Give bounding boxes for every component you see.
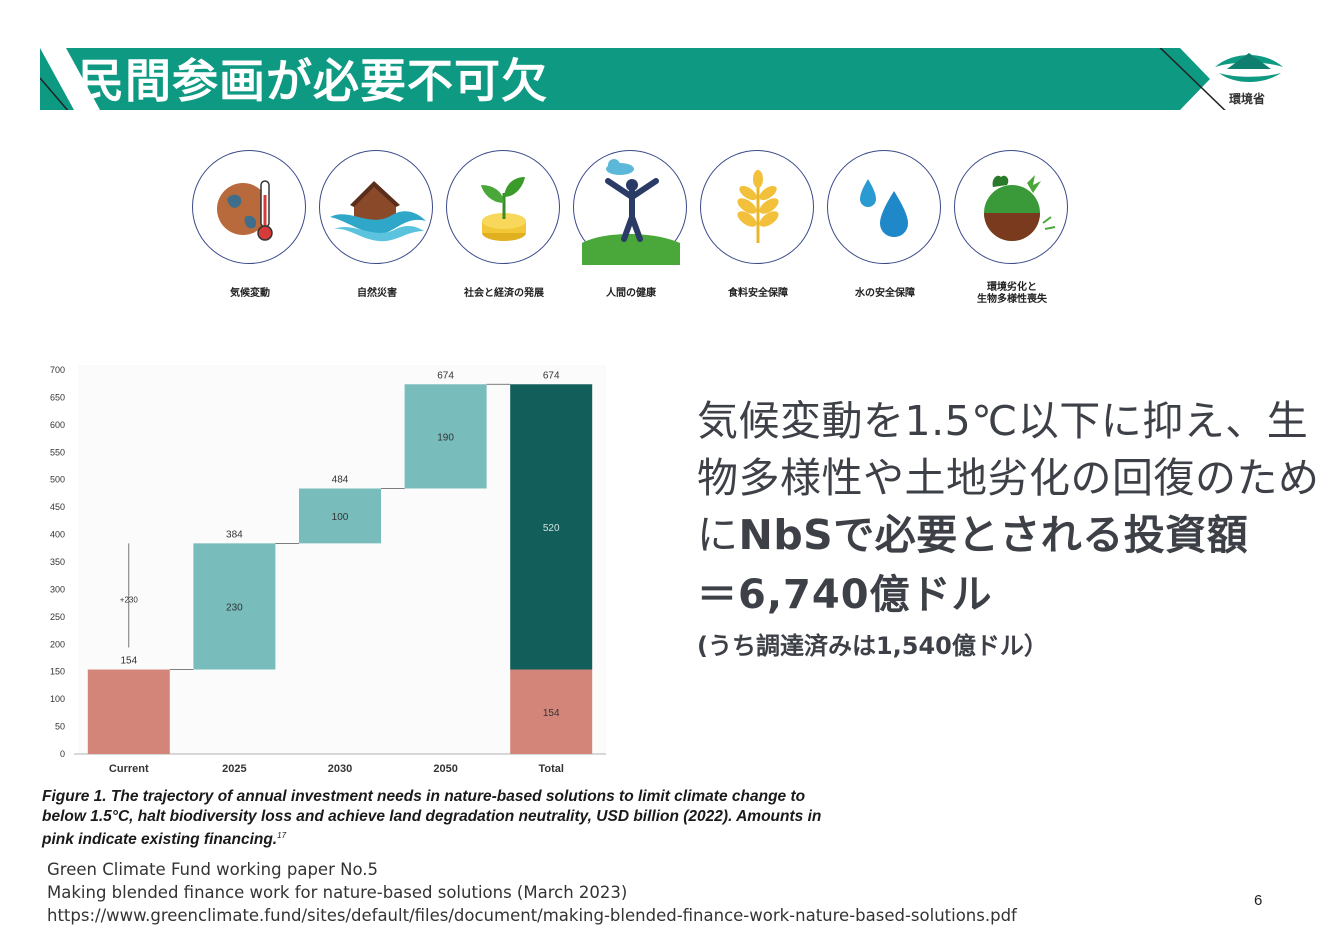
ministry-logo-icon	[1215, 53, 1283, 82]
title-bar	[40, 48, 1240, 110]
x-tick-label: 2030	[328, 763, 352, 775]
caption-ref: 17	[277, 831, 287, 840]
y-tick-label: 100	[50, 694, 65, 704]
y-tick-label: 300	[50, 584, 65, 594]
icon-item-health: 人間の健康	[571, 148, 691, 318]
icon-item-food: 食料安全保障	[698, 148, 818, 318]
investment-waterfall-chart: 0 50 100 150 200 250 300 350 400 450 500 550 600 650 7…	[40, 355, 610, 785]
icon-item-disaster: 自然災害	[317, 148, 437, 318]
investment-amount: ＝6,740億ドル	[697, 572, 993, 618]
icon-item-climate: 気候変動	[190, 148, 310, 318]
title-bar-shape	[40, 48, 1226, 110]
y-tick-label: 0	[60, 749, 65, 759]
bar-top-label: 384	[226, 529, 243, 540]
icon-label: 環境劣化と 生物多様性喪失	[977, 282, 1047, 305]
person-cloud-icon	[582, 159, 680, 265]
icon-label: 気候変動	[230, 288, 270, 299]
icon-label: 自然災害	[357, 288, 397, 299]
y-tick-label: 150	[50, 667, 65, 677]
bar-value-label: 100	[332, 512, 349, 523]
y-tick-label: 450	[50, 502, 65, 512]
source-url[interactable]: https://www.greenclimate.fund/sites/defa…	[47, 906, 1017, 925]
message-prefix: に	[697, 511, 739, 559]
source-citation: Green Climate Fund working paper No.5 Ma…	[47, 858, 1017, 927]
x-tick-label: Total	[538, 763, 563, 775]
message-line-1: 気候変動を1.5℃以下に抑え、生	[697, 397, 1309, 445]
house-flood-icon	[330, 181, 426, 242]
y-tick-label: 700	[50, 365, 65, 375]
total-existing-bar	[510, 669, 593, 754]
bar-value-label: 230	[226, 602, 243, 613]
ministry-logo	[1205, 45, 1295, 111]
y-tick-label: 500	[50, 475, 65, 485]
total-additional-bar	[510, 384, 593, 670]
source-line-2: Making blended finance work for nature-b…	[47, 883, 628, 902]
icon-item-economy: 社会と経済の発展	[444, 148, 564, 318]
message-line-2: 物多様性や土地劣化の回復のため	[697, 454, 1320, 502]
bar-value-label: 154	[543, 708, 560, 719]
x-tick-label: 2025	[222, 763, 246, 775]
icon-label: 水の安全保障	[855, 288, 915, 299]
caption-text: Figure 1. The trajectory of annual inves…	[42, 788, 822, 849]
source-line-1: Green Climate Fund working paper No.5	[47, 860, 378, 879]
chart-svg: 0 50 100 150 200 250 300 350 400 450 500 550 600 650 7…	[50, 365, 606, 775]
annotation-label: +230	[120, 595, 139, 604]
waterfall-bar	[299, 488, 381, 544]
globe-thermometer-icon	[217, 180, 273, 241]
page-title: 民間参画が必要不可欠	[78, 54, 548, 108]
icon-label: 人間の健康	[606, 288, 656, 299]
x-tick-label: Current	[109, 763, 149, 775]
bar-top-label: 674	[437, 370, 454, 381]
water-drops-icon	[860, 179, 908, 237]
bar-value-label: 190	[437, 432, 454, 443]
page-number: 6	[1254, 892, 1263, 909]
message-emphasis: NbSで必要とされる投資額	[738, 511, 1249, 559]
figure-caption: Figure 1. The trajectory of annual inves…	[42, 787, 822, 850]
logo-label: 環境省	[1228, 92, 1265, 106]
bar-value-label: 520	[543, 523, 560, 534]
bar-top-label: 674	[543, 370, 560, 381]
waterfall-bar	[193, 543, 276, 670]
waterfall-bar	[404, 384, 487, 489]
impact-icons-row: 気候変動 自然災害 社会と経済の発展	[190, 148, 1080, 318]
icon-item-water: 水の安全保障	[825, 148, 945, 318]
y-tick-label: 550	[50, 447, 65, 457]
icon-label: 食料安全保障	[728, 288, 788, 299]
financed-amount-note: (うち調達済みは1,540億ドル）	[697, 632, 1048, 660]
icon-item-biodiversity: 環境劣化と 生物多様性喪失	[952, 148, 1072, 318]
earth-soil-icon	[984, 175, 1056, 241]
y-tick-label: 650	[50, 392, 65, 402]
plant-coins-icon	[481, 177, 526, 241]
icon-label: 社会と経済の発展	[464, 288, 544, 299]
y-tick-label: 400	[50, 530, 65, 540]
bar-top-label: 154	[120, 656, 137, 667]
y-tick-label: 200	[50, 639, 65, 649]
wheat-icon	[737, 170, 779, 243]
y-tick-label: 600	[50, 420, 65, 430]
x-tick-label: 2050	[433, 763, 457, 775]
y-tick-label: 250	[50, 612, 65, 622]
key-message: 気候変動を1.5℃以下に抑え、生 物多様性や土地劣化の回復のため にNbSで必要…	[697, 393, 1327, 666]
waterfall-bar	[87, 669, 170, 754]
y-tick-label: 350	[50, 557, 65, 567]
message-line-3: にNbSで必要とされる投資額	[697, 507, 1327, 564]
y-tick-label: 50	[55, 722, 65, 732]
bar-top-label: 484	[332, 474, 349, 485]
